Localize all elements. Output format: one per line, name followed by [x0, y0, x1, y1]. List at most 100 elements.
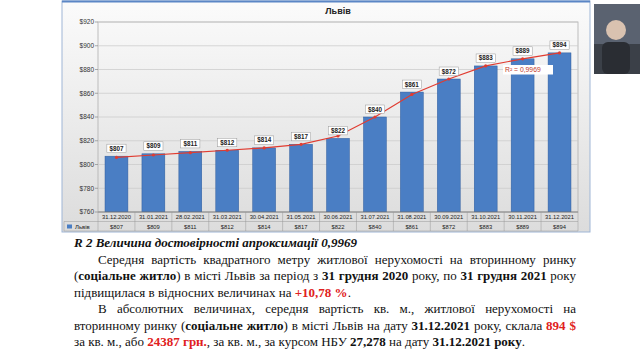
data-label: $809	[146, 142, 161, 150]
data-label-box	[144, 142, 163, 151]
y-tick-label: $820	[80, 137, 95, 144]
grid-line	[98, 93, 578, 94]
table-value: $840	[368, 224, 381, 230]
x-axis-line	[98, 212, 578, 213]
table-line	[467, 212, 468, 231]
data-label-box	[328, 126, 347, 135]
data-label: $883	[479, 54, 494, 62]
trend-marker	[226, 149, 229, 152]
tick-mark	[95, 22, 98, 23]
data-label: $840	[368, 106, 383, 114]
data-label: $822	[331, 127, 346, 135]
text-run: за кв. м., або	[74, 334, 147, 349]
bar	[548, 53, 571, 212]
data-label-box	[439, 67, 458, 76]
table-value: $814	[258, 224, 272, 230]
legend-label: Львів	[75, 224, 90, 230]
table-value: $822	[332, 224, 345, 230]
x-tick-label: 28.02.2021	[176, 214, 205, 220]
data-label: $814	[257, 136, 272, 144]
grid-line	[98, 212, 578, 213]
trend-marker	[484, 64, 487, 67]
data-label: $894	[553, 41, 568, 49]
text-run: року, склала	[470, 318, 546, 333]
table-line	[282, 212, 283, 231]
text-run: року, по	[408, 268, 460, 283]
table-line	[64, 222, 65, 232]
x-tick-label: 31.05.2021	[287, 214, 316, 220]
webcam	[594, 4, 640, 74]
trend-marker	[189, 151, 192, 154]
data-label: $861	[405, 81, 420, 89]
data-label-box	[218, 138, 237, 147]
tick-mark	[95, 188, 98, 189]
tick-mark	[95, 212, 98, 213]
text-run: 894 $	[546, 318, 576, 333]
y-tick-label: $780	[80, 185, 95, 192]
text-run: 31.12.2021 року	[432, 334, 521, 349]
data-label-box	[291, 132, 310, 141]
annotation-box	[503, 65, 553, 75]
data-label: $812	[220, 139, 235, 147]
tick-mark	[95, 140, 98, 141]
text-run: 31.12.2021	[412, 318, 471, 333]
trend-marker	[115, 156, 118, 159]
x-tick-label: 30.09.2021	[434, 214, 463, 220]
table-value: $809	[147, 224, 160, 230]
bar	[400, 92, 423, 212]
data-label-box	[365, 105, 384, 114]
bar	[327, 138, 350, 212]
x-tick-label: 30.06.2021	[323, 214, 352, 220]
x-tick-label: 31.07.2021	[360, 214, 389, 220]
y-tick-label: $800	[80, 161, 95, 168]
webcam-face	[606, 20, 626, 40]
bar	[142, 154, 165, 212]
table-line	[504, 212, 505, 231]
x-tick-label: 30.11.2021	[508, 214, 537, 220]
data-label: $889	[516, 47, 531, 55]
text-run: .	[348, 285, 351, 300]
table-line	[64, 231, 578, 232]
x-tick-label: 31.01.2021	[139, 214, 168, 220]
data-label-box	[255, 136, 274, 145]
table-line	[98, 212, 99, 231]
table-value: $817	[295, 224, 308, 230]
x-tick-label: 31.12.2021	[545, 214, 574, 220]
chart-top-border	[62, 1, 590, 3]
data-label: $872	[442, 68, 457, 76]
data-label-box	[107, 144, 126, 153]
table-value: $811	[184, 224, 196, 230]
table-value: $883	[479, 224, 492, 230]
table-line	[393, 212, 394, 231]
text-run: 24387 грн.	[147, 334, 207, 349]
grid-line	[98, 117, 578, 118]
tick-mark	[95, 45, 98, 46]
plot-frame	[98, 22, 578, 212]
text-run: , за кв. м., за курсом НБУ	[207, 334, 350, 349]
text-run: 27,278	[350, 334, 386, 349]
table-value: $807	[110, 224, 123, 230]
y-tick-label: $920	[80, 18, 95, 25]
table-line	[319, 212, 320, 231]
text-run: 31 грудня 2021	[460, 268, 546, 283]
table-line	[64, 221, 98, 222]
caption: R 2 Величина достовірності апроксимації …	[74, 235, 576, 252]
bar	[290, 144, 313, 212]
x-tick-label: 31.08.2021	[397, 214, 426, 220]
trend-marker	[558, 51, 561, 54]
tick-mark	[95, 164, 98, 165]
text-run: ) в місті Львів за період з	[176, 268, 322, 283]
trend-marker	[299, 143, 302, 146]
table-line	[356, 212, 357, 231]
table-line	[134, 212, 135, 231]
trend-marker	[152, 153, 155, 156]
data-label-box	[181, 139, 200, 148]
table-line	[541, 212, 542, 231]
data-group	[105, 51, 571, 212]
paragraph: Середня вартість квадратного метру житло…	[74, 252, 576, 302]
tick-mark	[95, 93, 98, 94]
bar	[216, 150, 239, 212]
table-line	[430, 212, 431, 231]
bar	[105, 156, 128, 212]
tick-mark	[95, 117, 98, 118]
